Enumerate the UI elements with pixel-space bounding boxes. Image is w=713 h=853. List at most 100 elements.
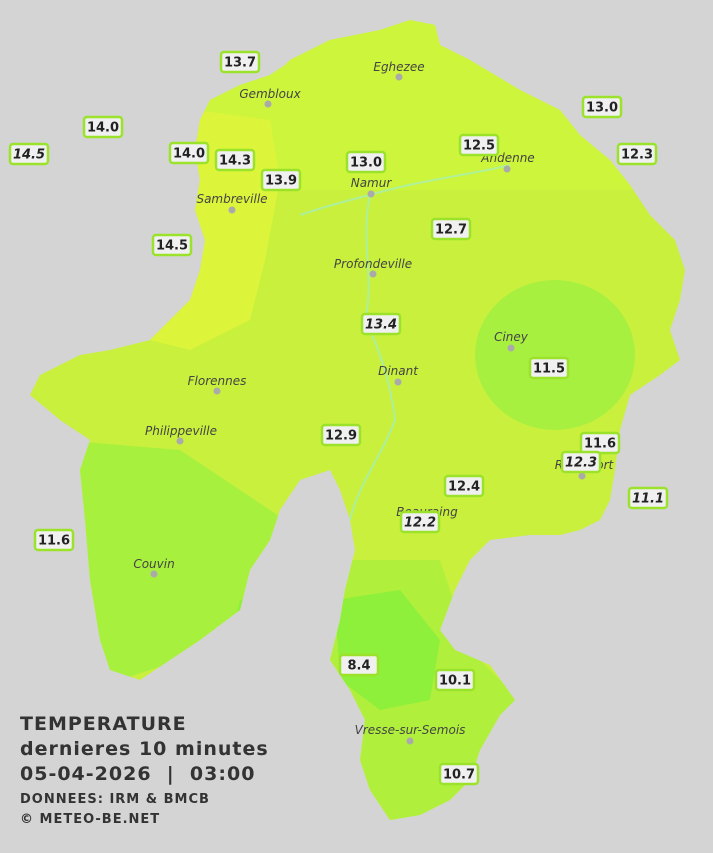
station-value: 13.0 [586, 101, 618, 116]
city-label: Vresse-sur-Semois [355, 723, 466, 737]
city-dot [369, 270, 377, 278]
station-value: 12.3 [621, 148, 653, 163]
city-dot [150, 570, 158, 578]
river [299, 164, 511, 521]
station-box [345, 150, 387, 174]
city-label: Sambreville [196, 192, 267, 206]
station-value: 12.3 [565, 456, 597, 471]
station: 14.5 [8, 142, 50, 166]
station-value: 12.5 [463, 139, 495, 154]
subtitle: dernieres 10 minutes [20, 738, 269, 760]
city-dot [264, 100, 272, 108]
station-value: 14.5 [156, 239, 188, 254]
station: 11.1 [627, 486, 669, 510]
station: 8.4 [338, 653, 380, 677]
copyright: © METEO-BE.NET [20, 812, 160, 827]
station-box [320, 423, 362, 447]
station-box [528, 356, 570, 380]
station-value: 11.6 [584, 437, 616, 452]
station-value: 11.1 [632, 492, 664, 507]
station-box [430, 217, 472, 241]
station-value: 8.4 [347, 659, 370, 674]
station: 12.2 [399, 510, 441, 534]
station: 11.5 [528, 356, 570, 380]
station-box [219, 50, 261, 74]
station-box [151, 233, 193, 257]
station: 13.7 [219, 50, 261, 74]
station: 13.0 [581, 95, 623, 119]
station-box [560, 450, 602, 474]
station: 12.3 [616, 142, 658, 166]
station: 14.3 [214, 148, 256, 172]
station-box [438, 762, 480, 786]
city-dot [213, 387, 221, 395]
station-value: 11.6 [38, 534, 70, 549]
station: 12.7 [430, 217, 472, 241]
city-label: Namur [351, 176, 393, 190]
station: 12.3 [560, 450, 602, 474]
station-value: 12.4 [448, 480, 480, 495]
city-label: Couvin [133, 557, 174, 571]
legend-text: TEMPERATURE dernieres 10 minutes 05-04-2… [20, 713, 269, 827]
source: DONNEES: IRM & BMCB [20, 792, 210, 807]
station-box [338, 653, 380, 677]
city-dot [578, 472, 586, 480]
station: 13.9 [260, 168, 302, 192]
station-box [434, 668, 476, 692]
station: 13.0 [345, 150, 387, 174]
station: 14.5 [151, 233, 193, 257]
station-value: 14.3 [219, 154, 251, 169]
station-value: 11.5 [533, 362, 565, 377]
station-value: 13.4 [365, 318, 397, 333]
city-label: Dinant [378, 364, 419, 378]
city-dot [503, 165, 511, 173]
station-box [399, 510, 441, 534]
station-value: 14.0 [87, 121, 119, 136]
station-box [360, 312, 402, 336]
station-box [214, 148, 256, 172]
city-dot [228, 206, 236, 214]
station: 14.0 [168, 141, 210, 165]
station-box [8, 142, 50, 166]
station-box [168, 141, 210, 165]
station-value: 13.9 [265, 174, 297, 189]
station: 11.6 [579, 431, 621, 455]
station-box [581, 95, 623, 119]
city-dot [176, 437, 184, 445]
station: 14.0 [82, 115, 124, 139]
station-box [627, 486, 669, 510]
city-label: Eghezee [373, 60, 424, 74]
station-box [33, 528, 75, 552]
station-value: 13.7 [224, 56, 256, 71]
city-label: Ciney [494, 330, 529, 344]
stations: 13.7 14.0 14.5 14.0 14.3 13.9 13.0 12.5 13.0 12.3… [8, 50, 669, 786]
station-value: 14.5 [13, 148, 45, 163]
city-dot [395, 73, 403, 81]
city-label: Gembloux [239, 87, 301, 101]
station-value: 14.0 [173, 147, 205, 162]
station-value: 12.9 [325, 429, 357, 444]
city-label: Philippeville [145, 424, 217, 438]
station-value: 13.0 [350, 156, 382, 171]
station: 12.9 [320, 423, 362, 447]
station-box [616, 142, 658, 166]
station: 12.4 [443, 474, 485, 498]
station: 10.7 [438, 762, 480, 786]
city-dot [367, 190, 375, 198]
city-label: Florennes [188, 374, 247, 388]
station-value: 12.7 [435, 223, 467, 238]
title: TEMPERATURE [20, 713, 187, 735]
timestamp: 05-04-2026 | 03:00 [20, 763, 255, 785]
station: 10.1 [434, 668, 476, 692]
station-box [260, 168, 302, 192]
city-dot [394, 378, 402, 386]
station-value: 10.1 [439, 674, 471, 689]
station-box [443, 474, 485, 498]
station-box [458, 133, 500, 157]
station: 12.5 [458, 133, 500, 157]
station-box [82, 115, 124, 139]
city-label: Profondeville [334, 257, 412, 271]
station-value: 10.7 [443, 768, 475, 783]
city-dot [507, 344, 515, 352]
